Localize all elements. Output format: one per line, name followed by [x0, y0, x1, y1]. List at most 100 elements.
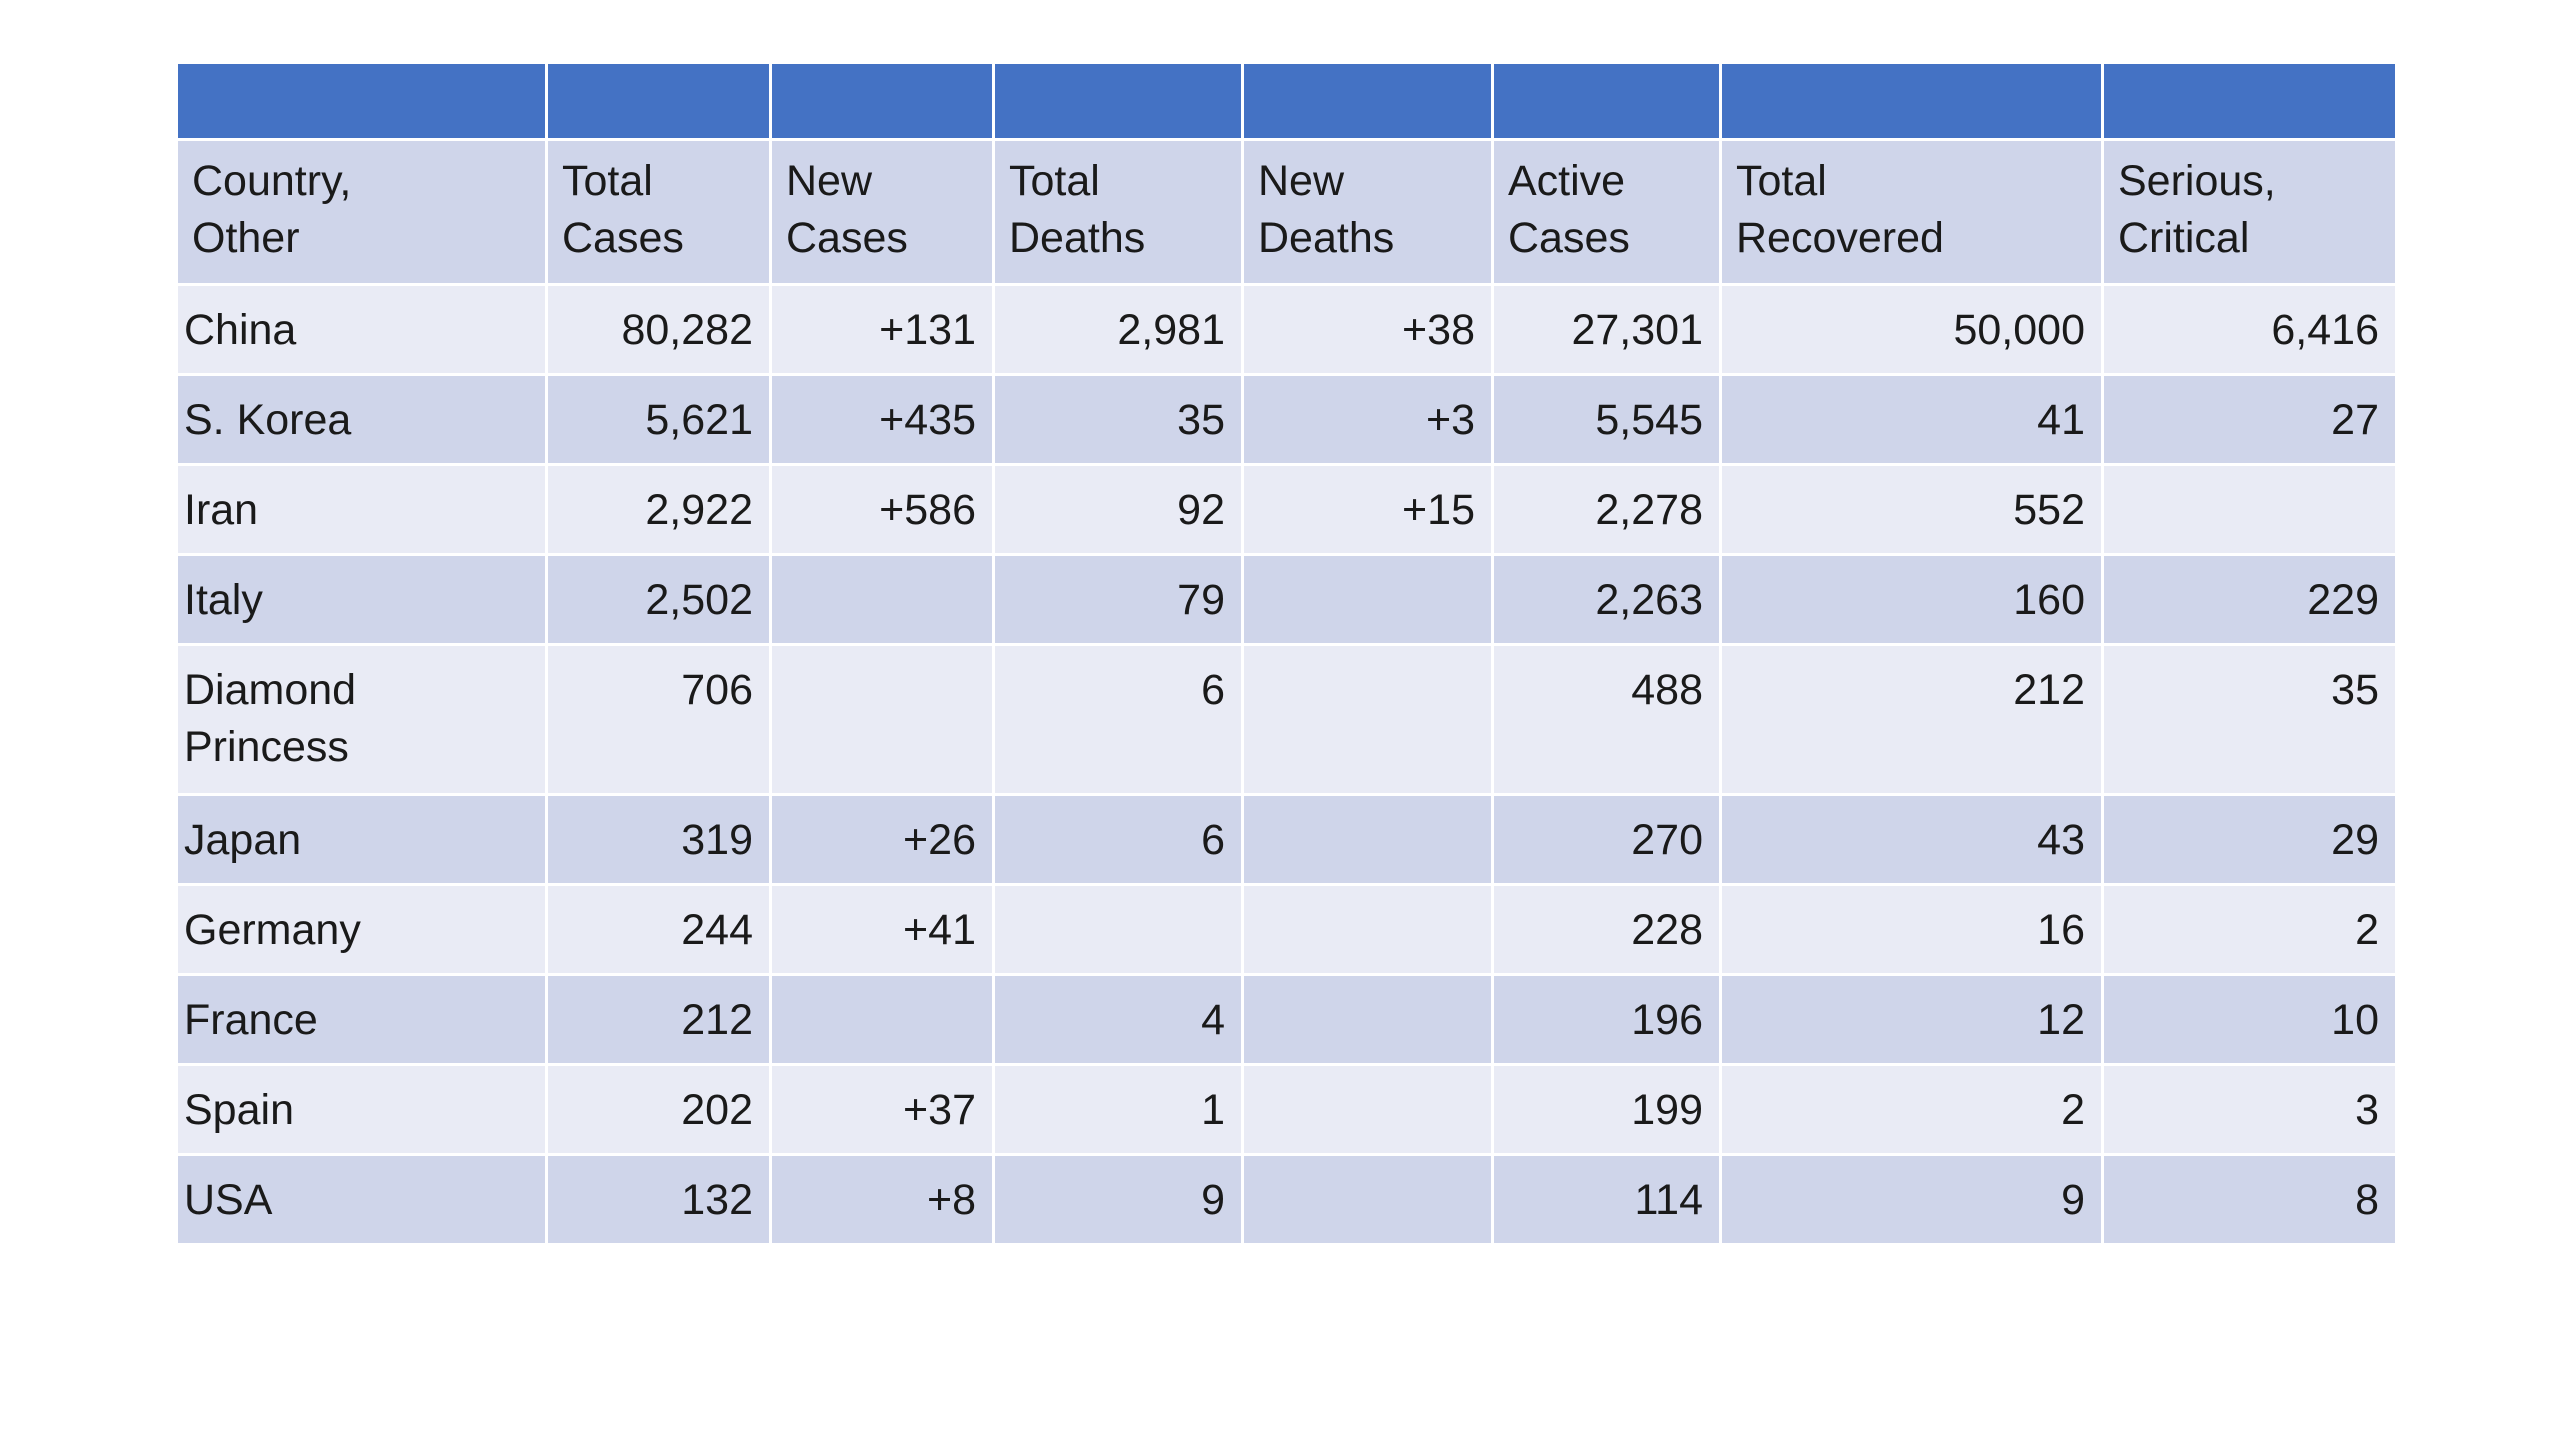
cell-active-cases: 199 [1491, 1063, 1722, 1156]
cell-country: China [175, 283, 548, 376]
cell-total-recovered: 50,000 [1719, 283, 2104, 376]
cell-total-recovered: 552 [1719, 463, 2104, 556]
band-cell [769, 61, 995, 141]
table-row: Japan 319 +26 6 270 43 29 [175, 793, 2398, 886]
band-cell [1491, 61, 1722, 141]
cell-new-cases [769, 553, 995, 646]
cell-serious-critical: 6,416 [2101, 283, 2398, 376]
header-new-cases: New Cases [769, 138, 995, 286]
cell-active-cases: 488 [1491, 643, 1722, 796]
band-cell [992, 61, 1244, 141]
table-row: France 212 4 196 12 10 [175, 973, 2398, 1066]
cell-total-deaths: 79 [992, 553, 1244, 646]
table-row: Spain 202 +37 1 199 2 3 [175, 1063, 2398, 1156]
cell-country: Diamond Princess [175, 643, 548, 796]
header-color-band [175, 61, 2398, 141]
table-row: Italy 2,502 79 2,263 160 229 [175, 553, 2398, 646]
cell-new-cases [769, 973, 995, 1066]
cell-total-deaths: 92 [992, 463, 1244, 556]
cell-active-cases: 228 [1491, 883, 1722, 976]
cell-total-deaths [992, 883, 1244, 976]
band-cell [545, 61, 772, 141]
cell-serious-critical [2101, 463, 2398, 556]
cell-total-cases: 2,922 [545, 463, 772, 556]
cell-total-cases: 132 [545, 1153, 772, 1246]
cell-total-cases: 244 [545, 883, 772, 976]
cell-serious-critical: 35 [2101, 643, 2398, 796]
covid-stats-table: Country, Other Total Cases New Cases Tot… [175, 61, 2398, 1246]
header-total-recovered: Total Recovered [1719, 138, 2104, 286]
band-cell [2101, 61, 2398, 141]
cell-total-recovered: 12 [1719, 973, 2104, 1066]
cell-total-cases: 2,502 [545, 553, 772, 646]
table-row: China 80,282 +131 2,981 +38 27,301 50,00… [175, 283, 2398, 376]
cell-new-deaths [1241, 883, 1494, 976]
cell-new-deaths: +15 [1241, 463, 1494, 556]
table-body: China 80,282 +131 2,981 +38 27,301 50,00… [175, 283, 2398, 1246]
cell-total-deaths: 9 [992, 1153, 1244, 1246]
column-header-row: Country, Other Total Cases New Cases Tot… [175, 138, 2398, 286]
cell-new-cases [769, 643, 995, 796]
cell-country: USA [175, 1153, 548, 1246]
cell-new-deaths: +3 [1241, 373, 1494, 466]
cell-serious-critical: 3 [2101, 1063, 2398, 1156]
cell-total-cases: 706 [545, 643, 772, 796]
cell-new-cases: +131 [769, 283, 995, 376]
cell-active-cases: 5,545 [1491, 373, 1722, 466]
cell-total-cases: 80,282 [545, 283, 772, 376]
cell-total-recovered: 2 [1719, 1063, 2104, 1156]
cell-total-deaths: 1 [992, 1063, 1244, 1156]
cell-total-cases: 319 [545, 793, 772, 886]
header-serious-critical: Serious, Critical [2101, 138, 2398, 286]
cell-new-deaths [1241, 973, 1494, 1066]
cell-new-cases: +8 [769, 1153, 995, 1246]
cell-new-deaths [1241, 1063, 1494, 1156]
cell-active-cases: 196 [1491, 973, 1722, 1066]
cell-serious-critical: 27 [2101, 373, 2398, 466]
cell-total-deaths: 2,981 [992, 283, 1244, 376]
table-row: USA 132 +8 9 114 9 8 [175, 1153, 2398, 1246]
cell-total-cases: 212 [545, 973, 772, 1066]
cell-new-deaths [1241, 643, 1494, 796]
cell-total-recovered: 212 [1719, 643, 2104, 796]
cell-active-cases: 27,301 [1491, 283, 1722, 376]
cell-new-deaths [1241, 1153, 1494, 1246]
cell-country: S. Korea [175, 373, 548, 466]
cell-total-deaths: 6 [992, 793, 1244, 886]
cell-total-deaths: 35 [992, 373, 1244, 466]
header-total-cases: Total Cases [545, 138, 772, 286]
cell-new-cases: +586 [769, 463, 995, 556]
cell-country: France [175, 973, 548, 1066]
cell-country: Germany [175, 883, 548, 976]
cell-new-deaths [1241, 793, 1494, 886]
cell-total-recovered: 16 [1719, 883, 2104, 976]
cell-serious-critical: 2 [2101, 883, 2398, 976]
table-row: Diamond Princess 706 6 488 212 35 [175, 643, 2398, 796]
cell-total-recovered: 41 [1719, 373, 2104, 466]
cell-active-cases: 114 [1491, 1153, 1722, 1246]
cell-new-cases: +26 [769, 793, 995, 886]
cell-serious-critical: 229 [2101, 553, 2398, 646]
header-new-deaths: New Deaths [1241, 138, 1494, 286]
cell-total-deaths: 4 [992, 973, 1244, 1066]
cell-total-recovered: 160 [1719, 553, 2104, 646]
cell-total-deaths: 6 [992, 643, 1244, 796]
cell-total-recovered: 43 [1719, 793, 2104, 886]
cell-country: Spain [175, 1063, 548, 1156]
cell-new-deaths [1241, 553, 1494, 646]
cell-country: Iran [175, 463, 548, 556]
cell-new-deaths: +38 [1241, 283, 1494, 376]
header-country: Country, Other [175, 138, 548, 286]
header-active-cases: Active Cases [1491, 138, 1722, 286]
cell-active-cases: 270 [1491, 793, 1722, 886]
cell-new-cases: +37 [769, 1063, 995, 1156]
band-cell [175, 61, 548, 141]
cell-total-cases: 5,621 [545, 373, 772, 466]
band-cell [1719, 61, 2104, 141]
table-row: Iran 2,922 +586 92 +15 2,278 552 [175, 463, 2398, 556]
cell-new-cases: +435 [769, 373, 995, 466]
cell-new-cases: +41 [769, 883, 995, 976]
band-cell [1241, 61, 1494, 141]
header-total-deaths: Total Deaths [992, 138, 1244, 286]
cell-active-cases: 2,278 [1491, 463, 1722, 556]
